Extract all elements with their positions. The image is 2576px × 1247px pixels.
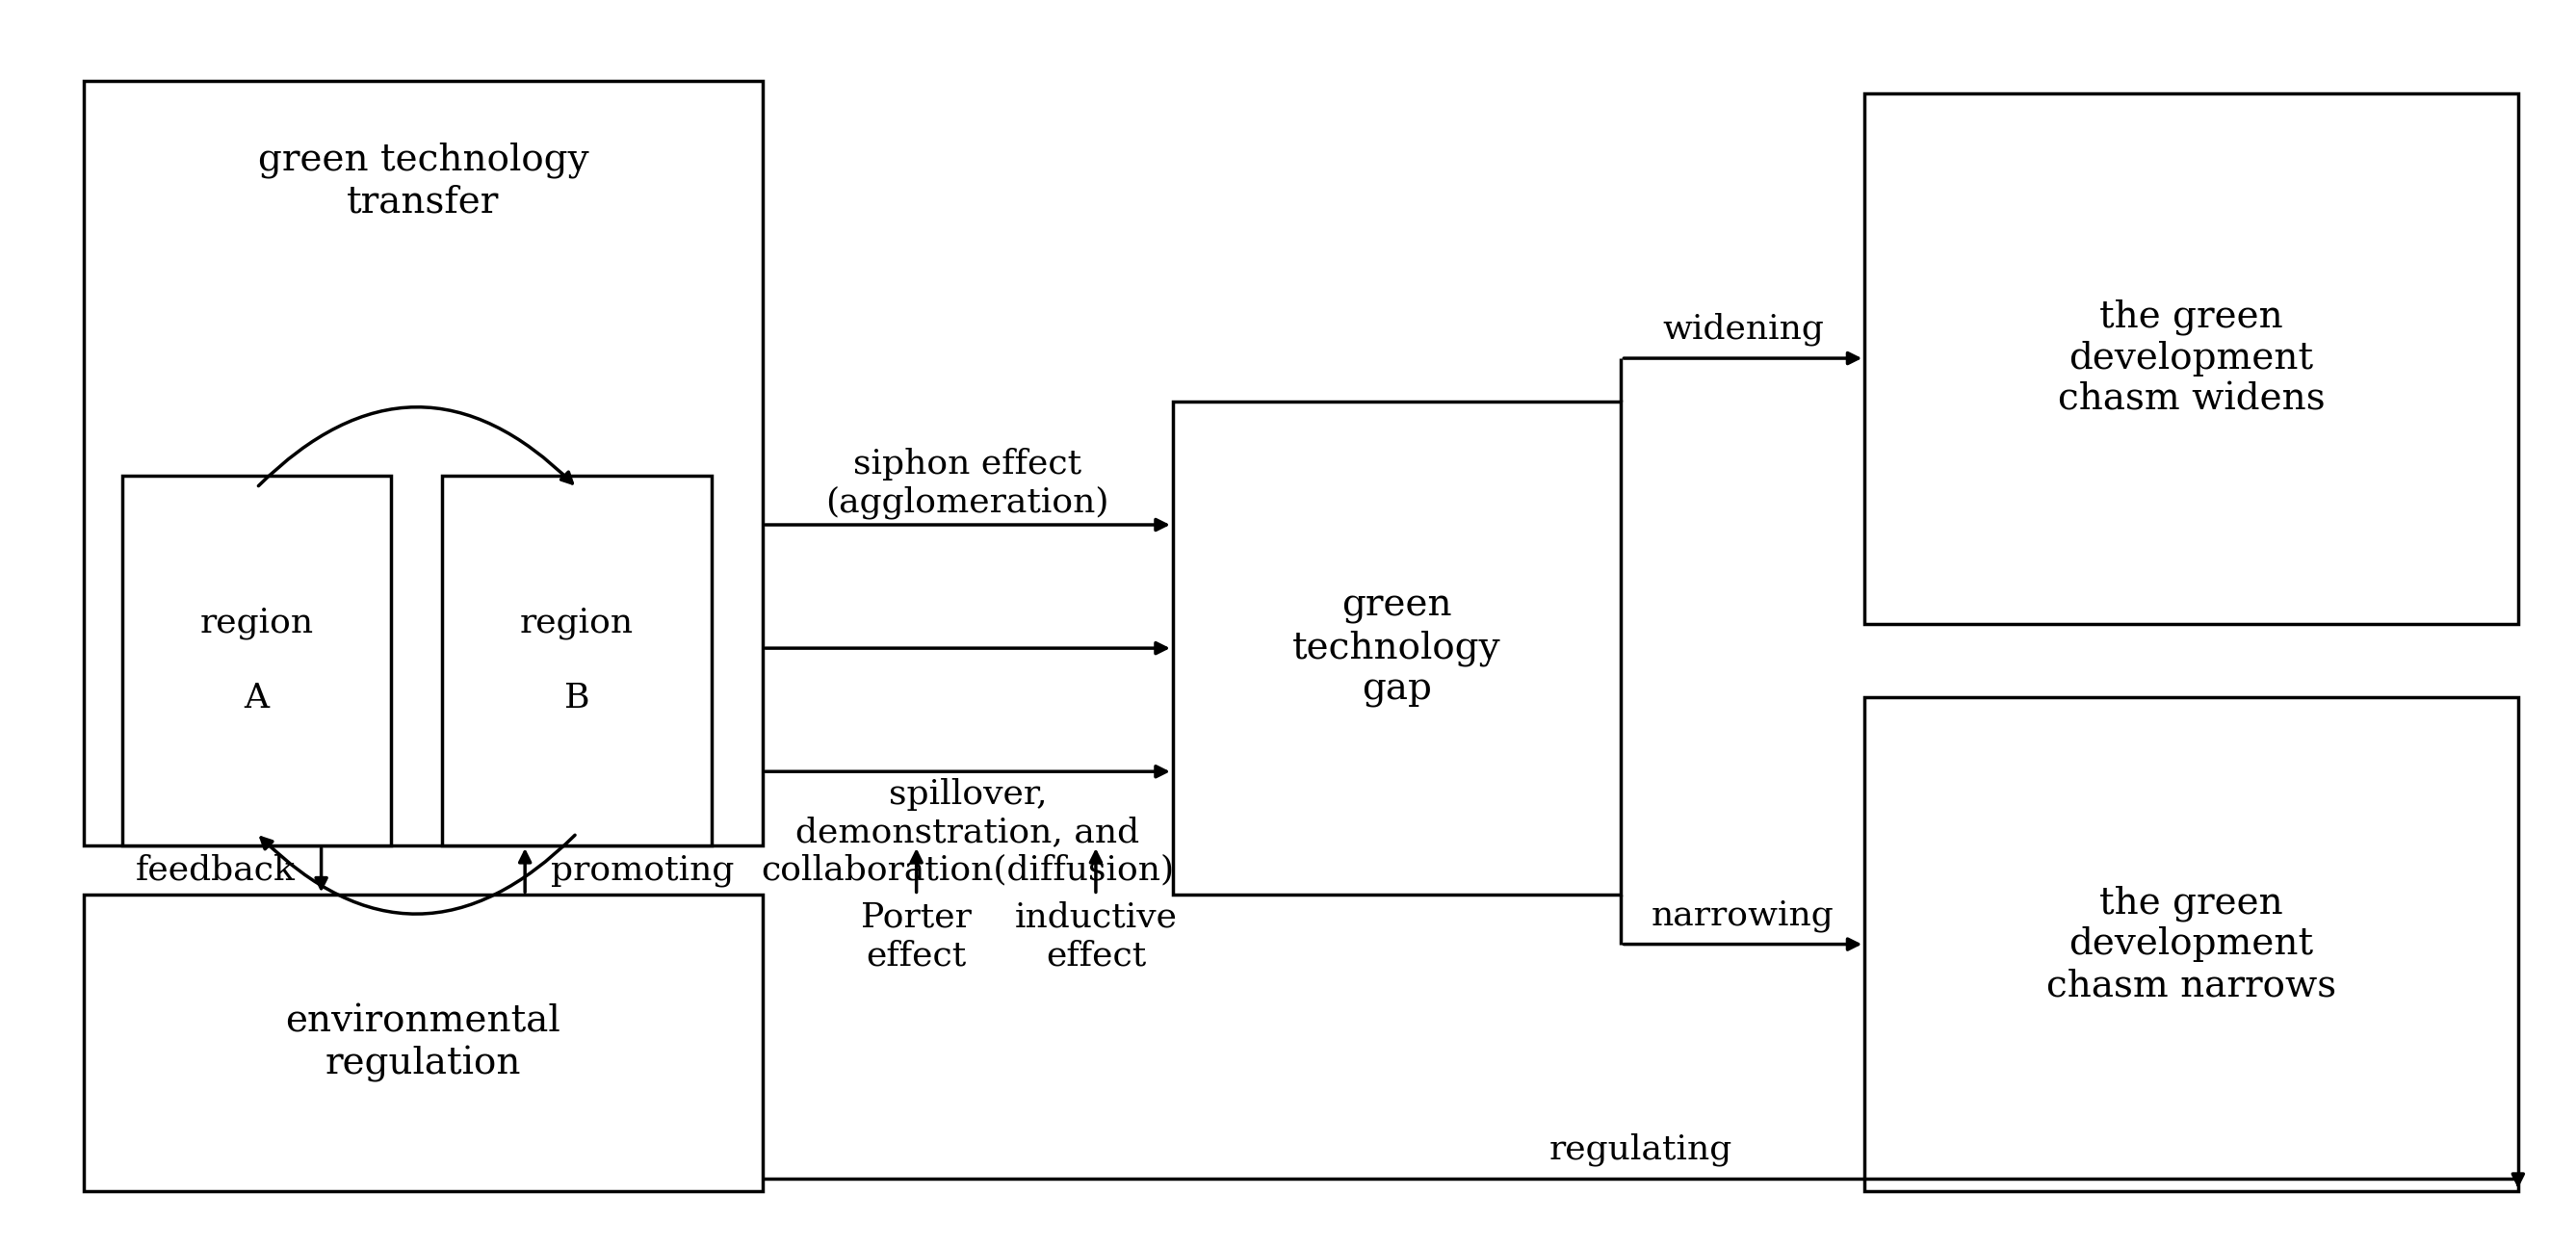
Text: region

A: region A <box>201 606 314 715</box>
FancyBboxPatch shape <box>443 475 711 845</box>
Text: Porter
effect: Porter effect <box>860 902 971 971</box>
Text: environmental
regulation: environmental regulation <box>286 1004 562 1082</box>
FancyBboxPatch shape <box>1172 402 1620 895</box>
Text: regulating: regulating <box>1548 1134 1731 1166</box>
FancyBboxPatch shape <box>1865 697 2519 1191</box>
Text: narrowing: narrowing <box>1651 899 1834 932</box>
Text: green technology
transfer: green technology transfer <box>258 142 587 219</box>
Text: promoting: promoting <box>551 854 734 887</box>
FancyBboxPatch shape <box>1865 94 2519 624</box>
FancyBboxPatch shape <box>82 895 762 1191</box>
Text: region

B: region B <box>520 606 634 715</box>
FancyBboxPatch shape <box>121 475 392 845</box>
Text: the green
development
chasm narrows: the green development chasm narrows <box>2045 885 2336 1004</box>
FancyBboxPatch shape <box>82 81 762 845</box>
Text: green
technology
gap: green technology gap <box>1293 589 1502 708</box>
Text: spillover,
demonstration, and
collaboration(diffusion): spillover, demonstration, and collaborat… <box>760 778 1175 887</box>
Text: feedback: feedback <box>137 854 296 887</box>
Text: siphon effect
(agglomeration): siphon effect (agglomeration) <box>827 448 1110 519</box>
Text: inductive
effect: inductive effect <box>1015 902 1177 971</box>
Text: the green
development
chasm widens: the green development chasm widens <box>2058 299 2326 418</box>
Text: widening: widening <box>1662 313 1824 345</box>
